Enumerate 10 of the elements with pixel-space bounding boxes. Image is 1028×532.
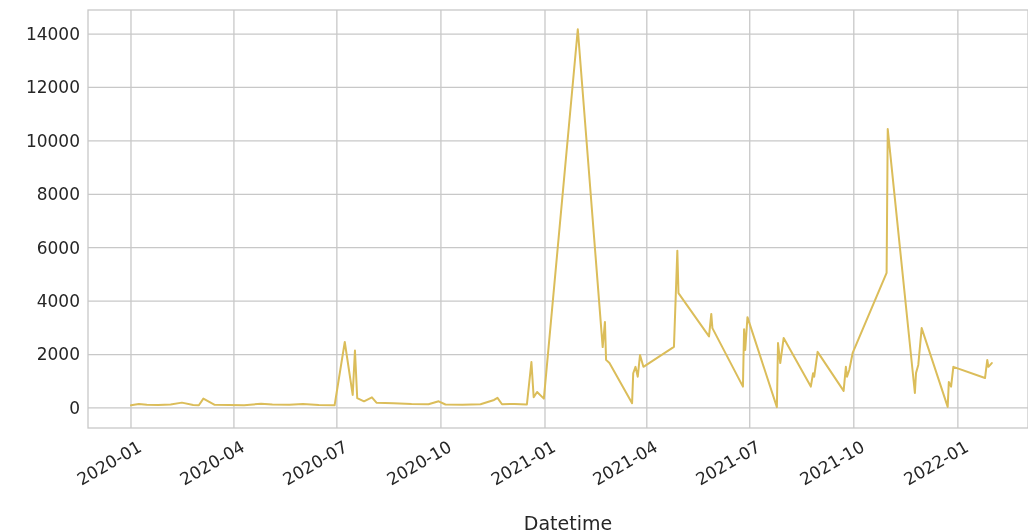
y-tick-label: 4000 (36, 291, 80, 312)
y-tick-label: 14000 (25, 23, 80, 44)
y-tick-label: 2000 (36, 344, 80, 365)
y-tick-label: 8000 (36, 184, 80, 205)
x-axis-title: Datetime (523, 512, 613, 532)
line-series (129, 28, 993, 409)
y-tick-label: 6000 (36, 237, 80, 258)
y-tick-label: 0 (69, 397, 80, 418)
y-tick-label: 10000 (25, 130, 80, 151)
y-tick-label: 12000 (25, 77, 80, 98)
